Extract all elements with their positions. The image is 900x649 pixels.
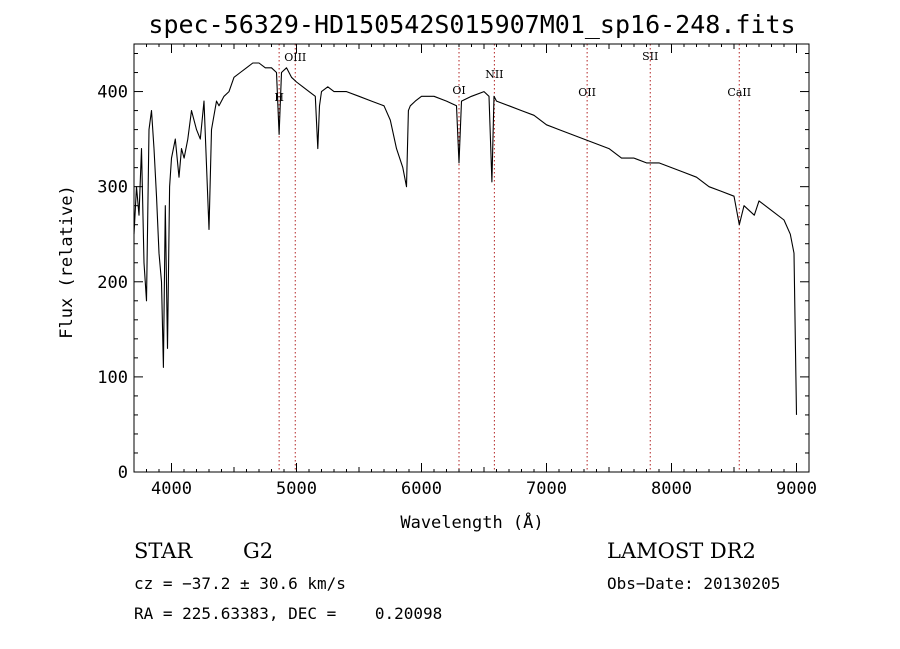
y-tick-label: 0: [118, 463, 128, 483]
object-subclass: G2: [243, 539, 274, 563]
emission-line-markers: H OIII OI NII OII SII CaII: [274, 44, 751, 472]
survey-name: LAMOST DR2: [607, 539, 756, 563]
spectrum-line: [133, 62, 798, 415]
x-tick-label: 6000: [401, 479, 442, 499]
x-axis-label: Wavelength (Å): [400, 511, 543, 533]
line-marker-label: H: [274, 91, 284, 104]
object-class: STAR: [134, 539, 193, 563]
x-tick-label: 8000: [651, 479, 692, 499]
y-tick-label: 200: [97, 273, 128, 293]
y-tick-label: 300: [97, 178, 128, 198]
coordinates-readout: RA = 225.63383, DEC = 0.20098: [134, 604, 443, 623]
spectrum-series: [133, 62, 798, 415]
line-marker-label: CaII: [727, 86, 751, 99]
y-tick-label: 400: [97, 83, 128, 103]
line-marker-label: OII: [578, 86, 596, 99]
line-marker-label: NII: [485, 68, 503, 81]
line-marker-label: OIII: [284, 51, 306, 64]
line-marker-label: SII: [642, 50, 658, 63]
x-tick-label: 5000: [276, 479, 317, 499]
observation-date: Obs−Date: 20130205: [607, 574, 781, 593]
x-tick-label: 4000: [151, 479, 192, 499]
line-marker-label: OI: [452, 84, 465, 97]
axes: 4000 5000 6000 7000 8000 9000 0 100 200 300 400: [97, 43, 817, 499]
x-tick-label: 9000: [776, 479, 817, 499]
y-axis-label: Flux (relative): [57, 185, 77, 339]
chart-title: spec-56329-HD150542S015907M01_sp16-248.f…: [148, 10, 795, 39]
plot-frame: [133, 43, 810, 473]
y-tick-label: 100: [97, 368, 128, 388]
redshift-readout: cz = −37.2 ± 30.6 km/s: [134, 574, 346, 593]
x-tick-label: 7000: [526, 479, 567, 499]
